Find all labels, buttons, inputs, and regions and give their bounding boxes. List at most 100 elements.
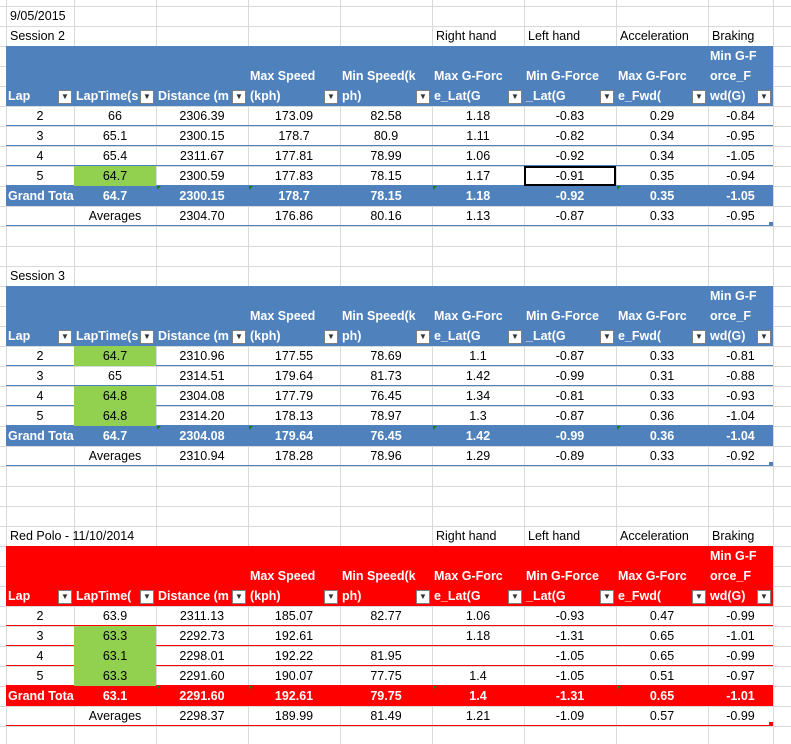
- filter-dropdown-icon[interactable]: ▼: [416, 330, 430, 344]
- table-cell[interactable]: 1.1: [469, 349, 487, 363]
- table-cell[interactable]: -0.93: [726, 389, 755, 403]
- filter-dropdown-icon[interactable]: ▼: [692, 590, 706, 604]
- table-cell[interactable]: -1.05: [726, 149, 755, 163]
- averages-cell[interactable]: 178.28: [274, 449, 314, 463]
- column-header[interactable]: Min G-Force_Fwd(G): [710, 549, 757, 603]
- table-resize-handle[interactable]: [769, 722, 773, 726]
- table-cell[interactable]: 64.8: [74, 406, 156, 426]
- table-cell[interactable]: -0.91: [524, 166, 616, 186]
- table-cell[interactable]: 2: [36, 109, 44, 123]
- filter-dropdown-icon[interactable]: ▼: [140, 590, 154, 604]
- table-cell[interactable]: -1.01: [726, 629, 755, 643]
- filter-dropdown-icon[interactable]: ▼: [58, 90, 72, 104]
- table-cell[interactable]: 1.18: [465, 629, 491, 643]
- total-cell[interactable]: -1.31: [555, 689, 585, 703]
- filter-dropdown-icon[interactable]: ▼: [232, 590, 246, 604]
- averages-cell[interactable]: Averages: [88, 209, 142, 223]
- filter-dropdown-icon[interactable]: ▼: [232, 90, 246, 104]
- table-cell[interactable]: 1.3: [469, 409, 487, 423]
- total-cell[interactable]: Grand Tota: [8, 689, 74, 703]
- filter-dropdown-icon[interactable]: ▼: [692, 90, 706, 104]
- table-cell[interactable]: 81.95: [370, 649, 402, 663]
- column-header[interactable]: Min G-Force_Lat(G: [526, 309, 599, 343]
- averages-cell[interactable]: 189.99: [274, 709, 314, 723]
- table-cell[interactable]: 65.4: [102, 149, 128, 163]
- table-cell[interactable]: -0.81: [726, 349, 755, 363]
- table-cell[interactable]: 78.69: [370, 349, 402, 363]
- column-header[interactable]: LapTime(: [76, 589, 132, 603]
- table-cell[interactable]: -0.83: [555, 109, 585, 123]
- table-cell[interactable]: -1.05: [555, 649, 585, 663]
- table-cell[interactable]: [432, 646, 524, 666]
- table-cell[interactable]: 2306.39: [179, 109, 225, 123]
- table-cell[interactable]: 3: [36, 369, 44, 383]
- total-cell[interactable]: 64.7: [102, 429, 128, 443]
- averages-cell[interactable]: -0.87: [555, 209, 585, 223]
- filter-dropdown-icon[interactable]: ▼: [508, 90, 522, 104]
- filter-dropdown-icon[interactable]: ▼: [508, 590, 522, 604]
- table-cell[interactable]: 3: [36, 629, 44, 643]
- table-cell[interactable]: 2314.20: [179, 409, 225, 423]
- table-cell[interactable]: 2300.59: [179, 169, 225, 183]
- table-cell[interactable]: 192.61: [274, 629, 314, 643]
- total-cell[interactable]: -0.92: [555, 189, 585, 203]
- column-header[interactable]: Distance (m: [158, 329, 229, 343]
- table-cell[interactable]: 66: [108, 109, 122, 123]
- table-cell[interactable]: 0.47: [649, 609, 675, 623]
- total-cell[interactable]: 0.36: [649, 429, 675, 443]
- averages-cell[interactable]: 2304.70: [179, 209, 225, 223]
- table-cell[interactable]: 185.07: [274, 609, 314, 623]
- table-cell[interactable]: 177.81: [274, 149, 314, 163]
- table-cell[interactable]: 192.22: [274, 649, 314, 663]
- table-cell[interactable]: [340, 626, 432, 646]
- total-cell[interactable]: -1.01: [726, 689, 755, 703]
- table-cell[interactable]: 0.34: [649, 129, 675, 143]
- table-cell[interactable]: 0.51: [649, 669, 675, 683]
- filter-dropdown-icon[interactable]: ▼: [757, 590, 771, 604]
- table-cell[interactable]: -0.82: [555, 129, 585, 143]
- table-cell[interactable]: 2292.73: [179, 629, 225, 643]
- table-cell[interactable]: -0.95: [726, 129, 755, 143]
- table-cell[interactable]: -0.81: [555, 389, 585, 403]
- table-cell[interactable]: 4: [36, 389, 44, 403]
- table-cell[interactable]: 173.09: [274, 109, 314, 123]
- table-cell[interactable]: 76.45: [370, 389, 402, 403]
- filter-dropdown-icon[interactable]: ▼: [757, 330, 771, 344]
- averages-cell[interactable]: [6, 706, 74, 726]
- table-cell[interactable]: -1.31: [555, 629, 585, 643]
- table-cell[interactable]: 2291.60: [179, 669, 225, 683]
- filter-dropdown-icon[interactable]: ▼: [600, 90, 614, 104]
- filter-dropdown-icon[interactable]: ▼: [416, 90, 430, 104]
- total-cell[interactable]: 1.18: [465, 189, 491, 203]
- filter-dropdown-icon[interactable]: ▼: [140, 90, 154, 104]
- table-cell[interactable]: 1.34: [465, 389, 491, 403]
- total-cell[interactable]: 0.35: [649, 189, 675, 203]
- column-header[interactable]: Min Speed(kph): [342, 309, 416, 343]
- table-cell[interactable]: 64.7: [74, 166, 156, 186]
- averages-cell[interactable]: -0.95: [726, 209, 755, 223]
- total-cell[interactable]: 1.4: [469, 689, 487, 703]
- table-cell[interactable]: 0.31: [649, 369, 675, 383]
- averages-cell[interactable]: 2298.37: [179, 709, 225, 723]
- table-cell[interactable]: 0.34: [649, 149, 675, 163]
- table-cell[interactable]: 1.17: [465, 169, 491, 183]
- table-cell[interactable]: -0.99: [726, 609, 755, 623]
- table-cell[interactable]: 177.79: [274, 389, 314, 403]
- table-cell[interactable]: 2: [36, 609, 44, 623]
- table-cell[interactable]: 2311.13: [179, 609, 225, 623]
- filter-dropdown-icon[interactable]: ▼: [692, 330, 706, 344]
- column-header[interactable]: Lap: [8, 89, 31, 103]
- table-cell[interactable]: -0.97: [726, 669, 755, 683]
- table-cell[interactable]: 4: [36, 649, 44, 663]
- table-cell[interactable]: 78.15: [370, 169, 402, 183]
- column-header[interactable]: Lap: [8, 329, 31, 343]
- table-cell[interactable]: 3: [36, 129, 44, 143]
- averages-cell[interactable]: [6, 446, 74, 466]
- averages-cell[interactable]: -0.89: [555, 449, 585, 463]
- total-cell[interactable]: 1.42: [465, 429, 491, 443]
- filter-dropdown-icon[interactable]: ▼: [508, 330, 522, 344]
- table-cell[interactable]: 190.07: [274, 669, 314, 683]
- averages-cell[interactable]: 0.57: [649, 709, 675, 723]
- table-cell[interactable]: 178.7: [278, 129, 310, 143]
- column-header[interactable]: Min G-Force_Fwd(G): [710, 49, 757, 103]
